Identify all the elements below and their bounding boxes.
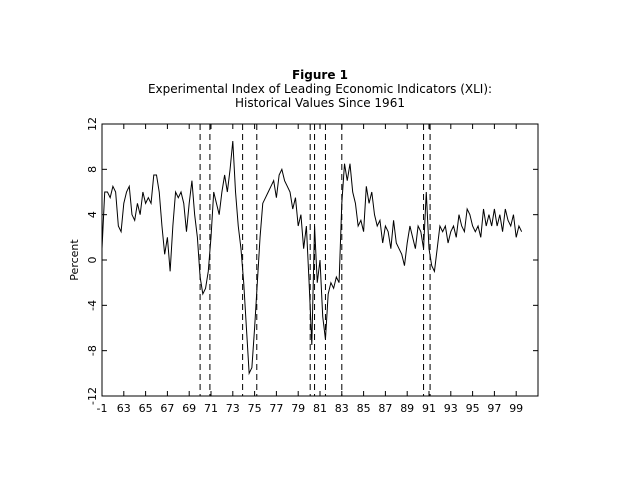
data-line <box>101 140 523 376</box>
x-tick-label: 87 <box>378 402 392 415</box>
chart-subtitle: Historical Values Since 1961 <box>235 96 405 110</box>
y-tick-label: 12 <box>86 117 99 131</box>
x-tick-label: 81 <box>313 402 327 415</box>
x-tick-label: 73 <box>226 402 240 415</box>
y-tick-label: 8 <box>86 166 99 173</box>
x-tick-label: 93 <box>444 402 458 415</box>
x-tick-label: 95 <box>466 402 480 415</box>
x-tick-label: 99 <box>509 402 523 415</box>
chart-title: Figure 1 <box>292 68 348 82</box>
y-tick-label: 0 <box>86 257 99 264</box>
x-tick-label: 97 <box>487 402 501 415</box>
x-tick-label: 75 <box>248 402 262 415</box>
x-tick-label: 85 <box>357 402 371 415</box>
x-tick-label: -1 <box>97 402 108 415</box>
x-tick-label: 77 <box>269 402 283 415</box>
x-tick-label: 67 <box>160 402 174 415</box>
x-tick-label: 83 <box>335 402 349 415</box>
y-tick-label: -8 <box>86 345 99 356</box>
x-tick-label: 65 <box>139 402 153 415</box>
y-tick-label: 4 <box>86 211 99 218</box>
chart-subtitle: Experimental Index of Leading Economic I… <box>148 82 492 96</box>
x-tick-label: 89 <box>400 402 414 415</box>
x-tick-label: 91 <box>422 402 436 415</box>
x-tick-label: 69 <box>182 402 196 415</box>
y-tick-label: -12 <box>86 387 99 405</box>
x-tick-label: 63 <box>117 402 131 415</box>
y-axis-label: Percent <box>68 239 81 281</box>
y-tick-label: -4 <box>86 300 99 311</box>
x-tick-label: 79 <box>291 402 305 415</box>
x-tick-label: 71 <box>204 402 218 415</box>
